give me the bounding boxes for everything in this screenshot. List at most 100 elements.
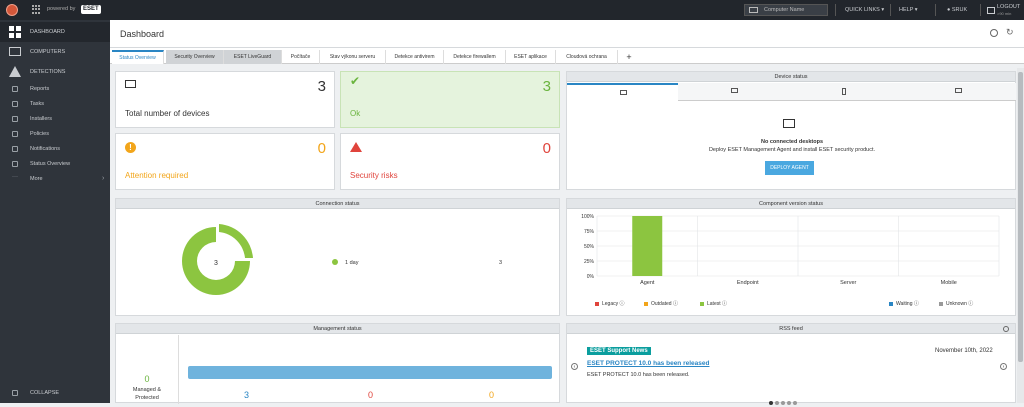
legend-latest[interactable]: Latest ⓘ	[700, 300, 727, 307]
legend-waiting[interactable]: Waiting ⓘ	[889, 300, 919, 307]
quick-links-menu[interactable]: QUICK LINKS ▾	[845, 7, 885, 13]
status-overview-icon	[12, 161, 18, 167]
sidebar-item-label: COMPUTERS	[30, 49, 66, 55]
page-scrollbar[interactable]	[1017, 68, 1024, 403]
gear-icon[interactable]	[1003, 326, 1009, 332]
scrollbar-thumb[interactable]	[1018, 72, 1023, 362]
device-status-panel: Device status No connected desktops Depl…	[566, 71, 1016, 190]
tab-eset-aplikace[interactable]: ESET aplikace	[506, 50, 556, 64]
collapse-icon	[12, 390, 18, 396]
logout-button[interactable]: LOGOUT	[997, 4, 1021, 10]
tasks-icon	[12, 101, 18, 107]
sidebar-item-reports[interactable]: Reports	[0, 82, 110, 96]
ok-card[interactable]: ✔ 3 Ok	[340, 71, 560, 128]
management-progress-bar[interactable]	[188, 366, 552, 379]
monitor-icon	[125, 80, 136, 88]
powered-by-label: powered by	[47, 6, 76, 12]
security-risks-card[interactable]: 0 Security risks	[340, 133, 560, 190]
tab-eset-liveguard[interactable]: ESET LiveGuard	[224, 50, 282, 64]
connection-status-panel: Connection status 3 1 day 3	[115, 198, 560, 316]
sidebar-item-label: Status Overview	[30, 161, 71, 167]
sidebar-item-detections[interactable]: DETECTIONS	[0, 62, 110, 82]
donut-segment-1-day[interactable]	[182, 227, 250, 295]
sidebar-item-more[interactable]: ··· More ›	[0, 172, 110, 186]
tab-servers[interactable]	[678, 83, 789, 101]
tab-detekce-firewallem[interactable]: Detekce firewallem	[444, 50, 506, 64]
deploy-agent-button[interactable]: DEPLOY AGENT	[765, 161, 814, 175]
tab-detekce-antivirem[interactable]: Detekce antivirem	[386, 50, 444, 64]
tab-status-overview[interactable]: Status Overview	[112, 50, 164, 64]
y-tick-label: 0%	[587, 274, 595, 280]
sidebar-item-computers[interactable]: COMPUTERS	[0, 42, 110, 62]
computer-search-input[interactable]: Computer Name	[744, 4, 828, 16]
legend-outdated[interactable]: Outdated ⓘ	[644, 300, 678, 307]
add-tab-button[interactable]: +	[626, 52, 632, 62]
total-devices-count: 3	[317, 78, 326, 95]
refresh-icon[interactable]: ↻	[1006, 27, 1014, 37]
management-status-panel: Management status 0 Managed & Protected …	[115, 323, 560, 404]
help-menu[interactable]: HELP ▾	[899, 7, 918, 13]
tab-stav-vykonu-serveru[interactable]: Stav výkonu serveru	[320, 50, 386, 64]
y-tick-label: 50%	[584, 244, 595, 250]
prev-arrow-icon[interactable]: ‹	[571, 363, 578, 370]
sidebar-item-label: Installers	[30, 116, 53, 122]
sidebar-item-status-overview[interactable]: Status Overview	[0, 157, 110, 171]
managed-protected-label-2: Protected	[135, 395, 159, 401]
total-devices-card[interactable]: 3 Total number of devices	[115, 71, 335, 128]
carousel-dot[interactable]	[775, 401, 779, 405]
bar-agent[interactable]	[632, 216, 663, 276]
next-arrow-icon[interactable]: ›	[1000, 363, 1007, 370]
top-bar: powered by ESET Computer Name QUICK LINK…	[0, 0, 1024, 20]
legend-swatch	[700, 301, 704, 306]
risks-count: 0	[542, 140, 551, 157]
divider	[890, 4, 891, 16]
sidebar-item-label: Policies	[30, 131, 49, 137]
ok-label: Ok	[350, 109, 361, 118]
dashboard-tabs: Status Overview Security Overview ESET L…	[110, 48, 1024, 64]
sidebar-item-policies[interactable]: Policies	[0, 127, 110, 141]
legend-unknown[interactable]: Unknown ⓘ	[939, 300, 973, 307]
dashboard-icon	[9, 26, 21, 38]
chevron-right-icon: ›	[102, 175, 105, 182]
user-menu[interactable]: ● SRUK	[947, 7, 968, 13]
sidebar-item-notifications[interactable]: Notifications	[0, 142, 110, 156]
tab-security-overview[interactable]: Security Overview	[166, 50, 224, 64]
tab-mobile[interactable]	[789, 83, 900, 101]
sidebar: DASHBOARD COMPUTERS DETECTIONS Reports T…	[0, 20, 110, 403]
eset-brand-logo: ESET	[81, 5, 101, 14]
desktop-icon	[619, 90, 627, 95]
carousel-dot[interactable]	[787, 401, 791, 405]
tab-pocitace[interactable]: Počítače	[282, 50, 320, 64]
carousel-dot[interactable]	[793, 401, 797, 405]
attention-count: 0	[317, 140, 326, 157]
rss-headline-link[interactable]: ESET PROTECT 10.0 has been released	[587, 360, 710, 367]
sidebar-item-installers[interactable]: Installers	[0, 112, 110, 126]
logout-icon[interactable]	[987, 7, 995, 14]
gear-icon[interactable]	[990, 29, 998, 37]
tab-virtual[interactable]	[900, 83, 1016, 101]
legend-legacy[interactable]: Legacy ⓘ	[595, 300, 625, 307]
apps-grid-icon[interactable]	[32, 5, 41, 14]
tab-cloudova-ochrana[interactable]: Cloudová ochrana	[556, 50, 618, 64]
empty-state-text: Deploy ESET Management Agent and install…	[708, 147, 876, 153]
eset-logo-icon[interactable]	[6, 4, 18, 16]
attention-required-card[interactable]: ! 0 Attention required	[115, 133, 335, 190]
sidebar-item-label: Notifications	[30, 146, 60, 152]
rss-date: November 10th, 2022	[935, 348, 993, 354]
sidebar-item-tasks[interactable]: Tasks	[0, 97, 110, 111]
legend-label: Unknown	[946, 301, 967, 307]
component-version-panel: Component version status 100% 75% 50% 25% 0%…	[566, 198, 1016, 316]
sidebar-item-dashboard[interactable]: DASHBOARD	[0, 22, 110, 42]
carousel-dot[interactable]	[769, 401, 773, 405]
carousel-dot[interactable]	[781, 401, 785, 405]
legend-swatch	[939, 301, 943, 306]
legend-value: 3	[499, 260, 502, 266]
notifications-icon	[12, 146, 18, 152]
alert-triangle-icon	[350, 142, 362, 152]
component-version-chart: 100% 75% 50% 25% 0% Agent Endpoint Server Mobile	[581, 214, 1000, 286]
y-tick-label: 75%	[584, 229, 595, 235]
tab-desktops[interactable]	[567, 83, 678, 101]
legend-dot	[332, 259, 338, 265]
collapse-sidebar-button[interactable]: COLLAPSE	[0, 386, 110, 400]
carousel-dots[interactable]	[769, 400, 809, 405]
